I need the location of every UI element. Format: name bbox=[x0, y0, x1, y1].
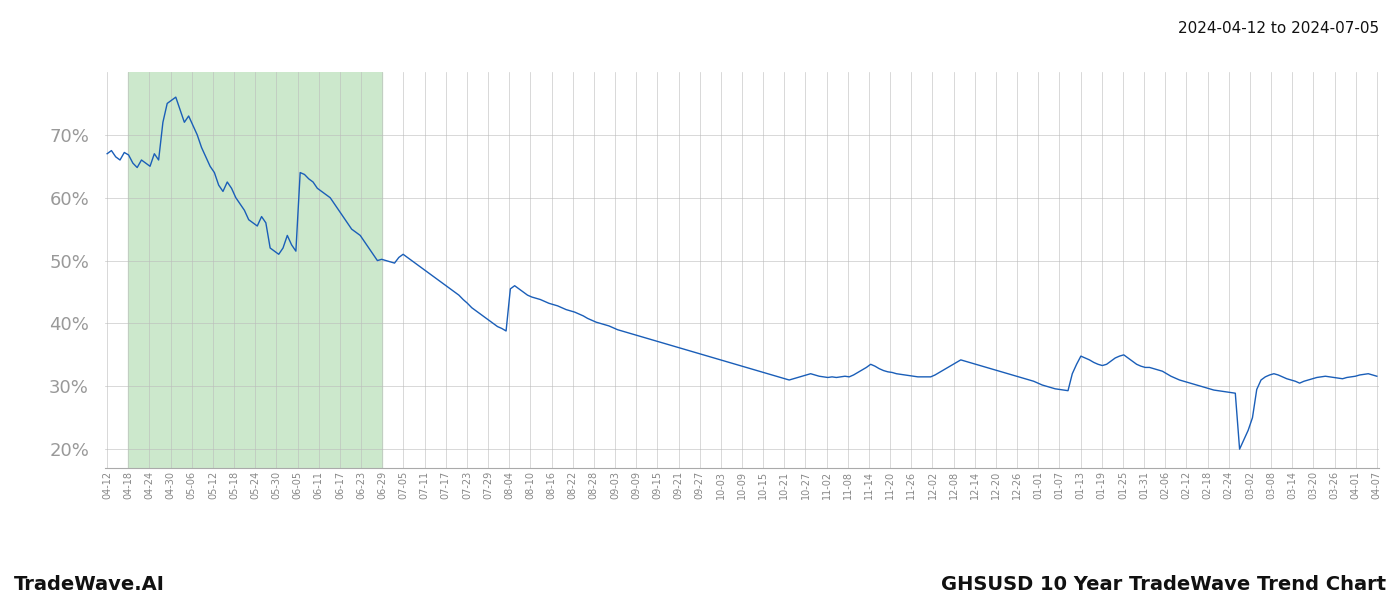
Text: 2024-04-12 to 2024-07-05: 2024-04-12 to 2024-07-05 bbox=[1177, 21, 1379, 36]
Text: GHSUSD 10 Year TradeWave Trend Chart: GHSUSD 10 Year TradeWave Trend Chart bbox=[941, 575, 1386, 594]
Bar bbox=[129, 72, 382, 468]
Text: TradeWave.AI: TradeWave.AI bbox=[14, 575, 165, 594]
